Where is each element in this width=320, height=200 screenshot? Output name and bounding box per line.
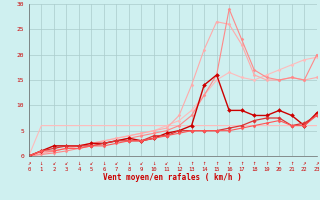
X-axis label: Vent moyen/en rafales ( km/h ): Vent moyen/en rafales ( km/h )	[103, 173, 242, 182]
